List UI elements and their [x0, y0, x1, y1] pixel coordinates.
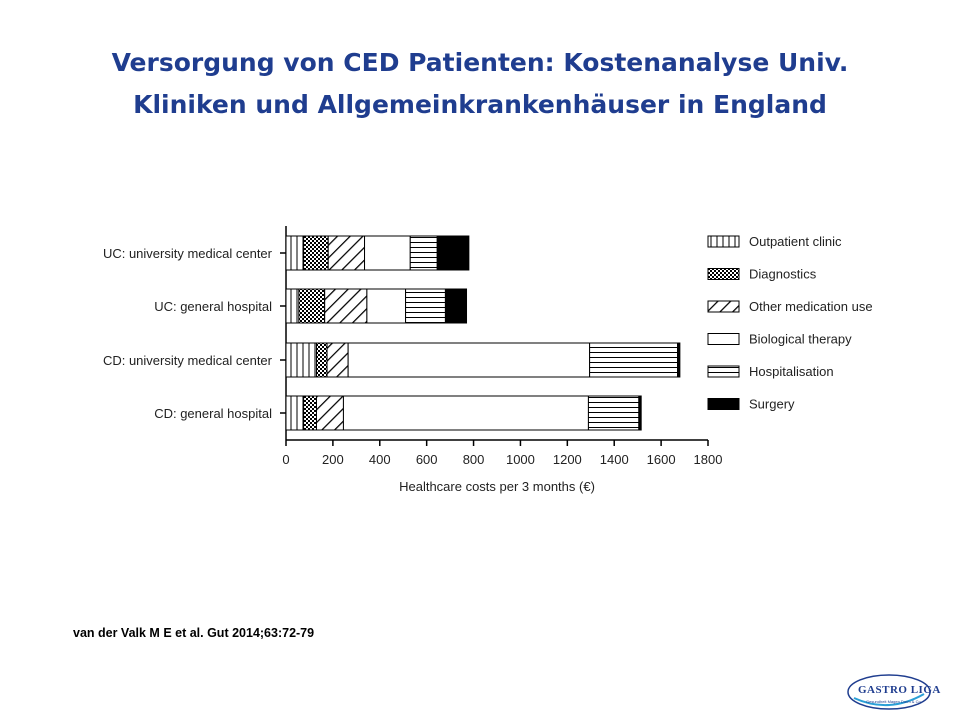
bar-segment-other-medication-use [326, 342, 349, 378]
category-label: UC: general hospital [154, 299, 272, 314]
x-tick-label: 1400 [600, 452, 629, 467]
chart-bars [285, 235, 681, 431]
bar-segment-outpatient-clinic [285, 235, 305, 271]
chart-legend: Outpatient clinic Diagnostics Other medica… [707, 234, 873, 412]
x-tick-label: 1800 [694, 452, 723, 467]
bar-segment-biological-therapy [347, 342, 591, 378]
category-labels: UC: university medical center UC: general… [103, 246, 273, 421]
bar-segment-biological-therapy [342, 395, 589, 431]
bar-segment-other-medication-use [327, 235, 366, 271]
bar-segment-biological-therapy [364, 235, 411, 271]
slide-title-line-2: Kliniken und Allgemeinkrankenhäuser in E… [133, 90, 827, 119]
bar-segment-hospitalisation [409, 235, 438, 271]
legend-swatch-hospitalisation [707, 365, 740, 378]
logo-subtext: Gesundheit Magen Darm & Co. [866, 699, 922, 704]
citation: van der Valk M E et al. Gut 2014;63:72-7… [73, 626, 315, 640]
x-tick-label: 0 [282, 452, 289, 467]
bar-segment-surgery [444, 288, 468, 324]
slide-title: Versorgung von CED Patienten: Kostenanal… [40, 42, 920, 126]
legend-swatch-surgery [707, 398, 740, 410]
legend-label: Hospitalisation [749, 364, 834, 379]
bar-segment-other-medication-use [324, 288, 368, 324]
bar-segment-hospitalisation [589, 342, 679, 378]
x-tick-label: 800 [463, 452, 485, 467]
x-tick-label: 200 [322, 452, 344, 467]
chart-ticks: 0 200 400 600 800 1000 1200 1400 1600 1800 [282, 440, 722, 467]
bar-segment-hospitalisation [587, 395, 640, 431]
legend-label: Surgery [749, 397, 795, 412]
bar-segment-hospitalisation [405, 288, 446, 324]
legend-label: Diagnostics [749, 267, 817, 282]
legend-swatch-other-medication-use [707, 300, 740, 313]
bar-segment-diagnostics [303, 235, 329, 271]
x-tick-label: 600 [416, 452, 438, 467]
legend-label: Outpatient clinic [749, 234, 842, 249]
bar-segment-diagnostics [298, 288, 326, 324]
legend-label: Other medication use [749, 299, 873, 314]
bar-segment-other-medication-use [315, 395, 344, 431]
x-tick-label: 400 [369, 452, 391, 467]
legend-swatch-outpatient-clinic [707, 235, 740, 248]
bar-segment-surgery [436, 235, 470, 271]
x-tick-label: 1000 [506, 452, 535, 467]
logo-text: GASTRO LIGA [858, 684, 941, 696]
slide-title-line-1: Versorgung von CED Patienten: Kostenanal… [111, 48, 849, 77]
bar-segment-surgery [677, 342, 681, 378]
bar-segment-surgery [638, 395, 642, 431]
bar-segment-biological-therapy [366, 288, 407, 324]
category-label: CD: general hospital [154, 406, 272, 421]
x-axis-label: Healthcare costs per 3 months (€) [399, 479, 595, 494]
bar-segment-outpatient-clinic [285, 395, 305, 431]
legend-swatch-diagnostics [707, 268, 740, 280]
category-label: CD: university medical center [103, 353, 273, 368]
bar-segment-outpatient-clinic [285, 288, 300, 324]
gastroliga-logo [847, 674, 931, 710]
x-tick-label: 1200 [553, 452, 582, 467]
legend-swatch-biological-therapy [707, 333, 740, 345]
bar-segment-diagnostics [303, 395, 317, 431]
bar-segment-outpatient-clinic [285, 342, 317, 378]
bar-segment-diagnostics [315, 342, 328, 378]
legend-label: Biological therapy [749, 332, 852, 347]
category-label: UC: university medical center [103, 246, 273, 261]
x-tick-label: 1600 [647, 452, 676, 467]
